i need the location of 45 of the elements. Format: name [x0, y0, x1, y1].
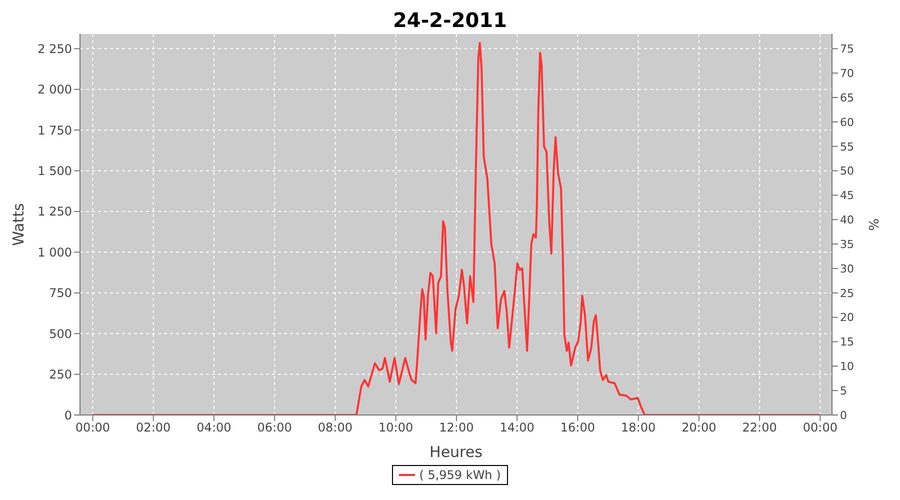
- y2-tick-label: 30: [840, 262, 854, 276]
- x-tick-label: 10:00: [378, 420, 414, 435]
- y2-tick-label: 55: [840, 140, 854, 154]
- y2-tick-label: 45: [840, 189, 854, 202]
- y-tick-label: 0: [64, 408, 72, 422]
- chart-title: 24-2-2011: [392, 8, 508, 34]
- x-tick-label: 16:00: [560, 420, 595, 435]
- y2-tick-label: 35: [840, 238, 854, 251]
- x-tick-label: 02:00: [136, 420, 171, 435]
- y2-tick-label: 20: [840, 311, 854, 324]
- x-tick-label: 22:00: [742, 420, 777, 435]
- x-tick-label: 06:00: [257, 420, 292, 435]
- x-tick-label: 08:00: [318, 420, 353, 435]
- y2-tick-label: 70: [840, 66, 854, 80]
- x-tick-label: 20:00: [682, 420, 716, 435]
- y2-tick-label: 75: [840, 42, 854, 56]
- x-tick-label: 18:00: [621, 420, 656, 435]
- y2-tick-label: 50: [840, 164, 854, 178]
- y-tick-label: 2 250: [38, 42, 72, 56]
- x-tick-label: 04:00: [196, 420, 232, 435]
- y2-tick-label: 25: [840, 286, 854, 300]
- y-tick-label: 1 750: [38, 123, 72, 138]
- y-tick-label: 500: [49, 326, 72, 341]
- y-tick-label: 1 000: [38, 245, 72, 260]
- y-tick-label: 250: [49, 368, 72, 382]
- y2-tick-label: 0: [840, 408, 847, 422]
- y-tick-label: 2 000: [38, 82, 72, 97]
- x-axis-title: Heures: [430, 443, 483, 461]
- y2-tick-label: 65: [840, 91, 854, 104]
- y2-tick-label: 10: [840, 360, 854, 374]
- y2-axis-title: %: [868, 218, 883, 231]
- y2-tick-label: 40: [840, 214, 854, 227]
- x-tick-label: 00:00: [802, 420, 838, 435]
- y2-tick-label: 5: [840, 384, 847, 398]
- x-tick-label: 14:00: [500, 420, 534, 435]
- y-axis-title: Watts: [9, 203, 28, 246]
- y-tick-label: 1 500: [38, 164, 72, 178]
- x-tick-label: 00:00: [75, 420, 110, 435]
- legend-label: ( 5,959 kWh ): [419, 468, 501, 482]
- y2-tick-label: 60: [840, 116, 854, 129]
- y-tick-label: 750: [49, 286, 72, 300]
- y2-tick-label: 15: [840, 336, 854, 349]
- x-tick-label: 12:00: [439, 420, 474, 435]
- y-tick-label: 1 250: [38, 204, 72, 219]
- line-series: [92, 42, 822, 415]
